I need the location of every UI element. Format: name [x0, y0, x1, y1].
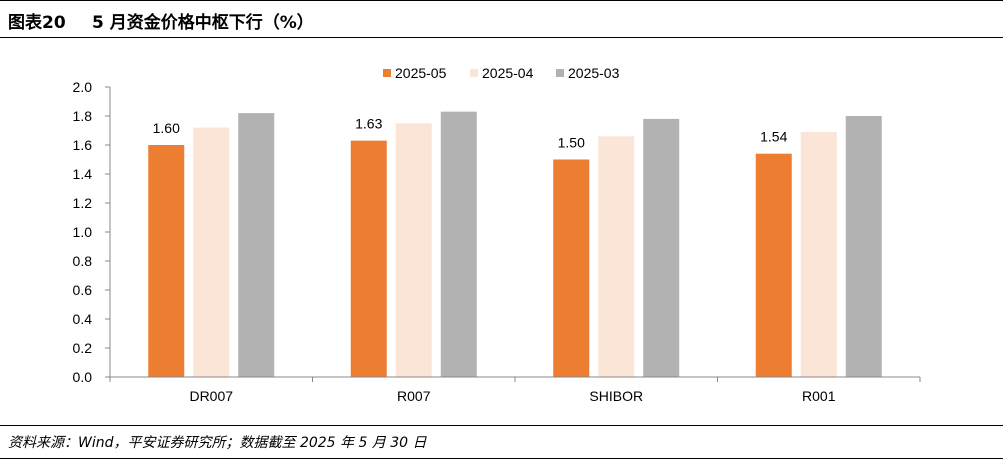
y-tick-label: 1.2 — [73, 195, 93, 211]
bar — [553, 159, 590, 377]
y-tick-label: 1.0 — [73, 224, 93, 240]
y-tick-label: 1.6 — [73, 137, 93, 153]
legend-label: 2025-04 — [482, 65, 534, 81]
legend-label: 2025-05 — [395, 65, 447, 81]
source-note: 资料来源：Wind，平安证券研究所；数据截至 2025 年 5 月 30 日 — [0, 425, 1003, 459]
bar — [148, 145, 185, 377]
bar — [350, 140, 387, 377]
y-tick-label: 0.2 — [73, 340, 93, 356]
bar — [598, 136, 635, 377]
x-tick-label: R001 — [802, 388, 836, 404]
bar — [238, 113, 275, 377]
legend-swatch — [556, 69, 564, 77]
legend-swatch — [383, 69, 391, 77]
bar — [643, 118, 680, 378]
y-tick-label: 1.4 — [73, 166, 93, 182]
y-tick-label: 0.6 — [73, 282, 93, 298]
y-tick-label: 0.4 — [73, 311, 93, 327]
bar — [395, 123, 432, 377]
bar — [845, 116, 882, 377]
bar-chart: 2025-05 2025-04 2025-03 0.0 0.2 0.4 0.6 0.8 1.0… — [73, 65, 921, 404]
x-tick-label: SHIBOR — [589, 388, 643, 404]
source-text: 资料来源：Wind，平安证券研究所；数据截至 2025 年 5 月 30 日 — [8, 435, 427, 451]
y-tick-label: 1.8 — [73, 108, 93, 124]
bar — [193, 127, 230, 377]
legend-swatch — [470, 69, 478, 77]
figure-header: 图表20 5 月资金价格中枢下行（%） — [0, 0, 1003, 38]
bar — [755, 153, 792, 377]
x-tick-label: DR007 — [189, 388, 233, 404]
figure-number: 图表20 — [8, 13, 66, 33]
bar — [800, 131, 837, 377]
data-label: 1.50 — [558, 135, 585, 151]
data-label: 1.54 — [760, 129, 787, 145]
x-axis: DR007 R007 SHIBOR R001 — [109, 376, 921, 404]
bars-group: 1.60 1.63 1.50 1.54 — [148, 111, 882, 378]
y-tick-label: 2.0 — [73, 79, 93, 95]
data-label: 1.60 — [153, 120, 180, 136]
chart-title: 5 月资金价格中枢下行（%） — [92, 13, 314, 33]
y-axis: 0.0 0.2 0.4 0.6 0.8 1.0 1.2 1.4 1.6 1.8 2.0 — [73, 79, 111, 385]
x-tick-label: R007 — [397, 388, 431, 404]
y-tick-label: 0.0 — [73, 369, 93, 385]
data-label: 1.63 — [355, 116, 382, 132]
legend-label: 2025-03 — [568, 65, 620, 81]
chart-legend: 2025-05 2025-04 2025-03 — [383, 65, 620, 81]
bar — [440, 111, 477, 378]
y-tick-label: 0.8 — [73, 253, 93, 269]
